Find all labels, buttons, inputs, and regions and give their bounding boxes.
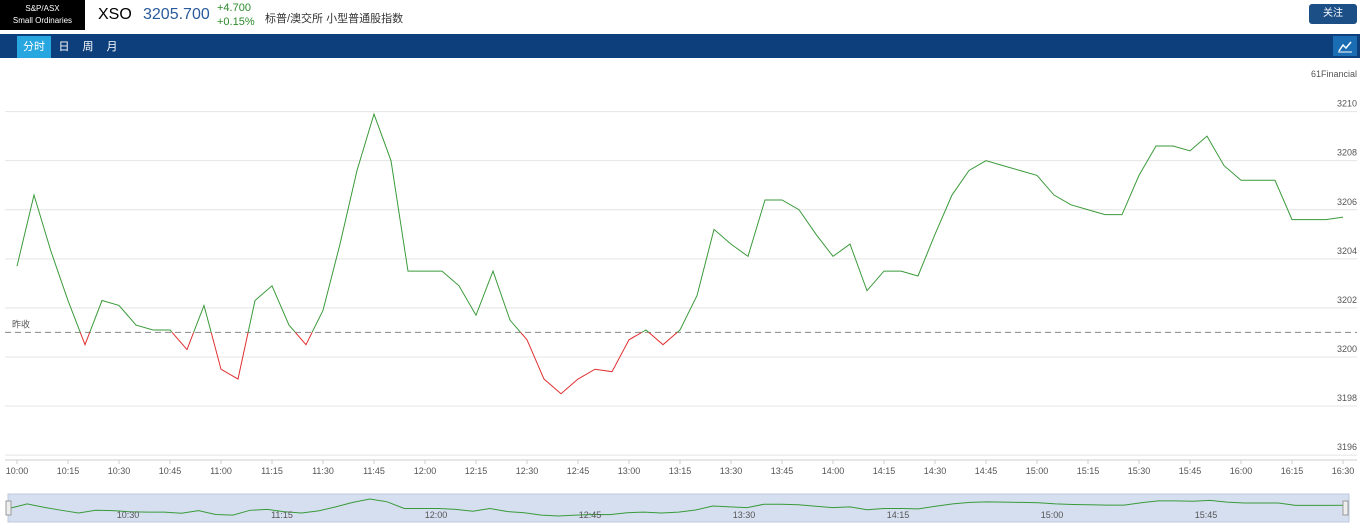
index-name: 标普/澳交所 小型普通股指数 — [265, 13, 404, 25]
x-tick-label: 10:30 — [108, 466, 131, 476]
navigator-label: 15:45 — [1195, 510, 1218, 520]
y-tick-label: 3202 — [1337, 295, 1357, 305]
follow-button[interactable]: 关注 — [1309, 4, 1357, 24]
y-tick-label: 3206 — [1337, 197, 1357, 207]
x-tick-label: 13:00 — [618, 466, 641, 476]
change-abs: +4.700 — [217, 2, 251, 14]
icon-glyph — [1338, 41, 1352, 53]
x-tick-label: 15:00 — [1026, 466, 1049, 476]
x-tick-label: 12:30 — [516, 466, 539, 476]
x-tick-label: 14:45 — [975, 466, 998, 476]
symbol: XSO — [98, 6, 132, 23]
x-tick-label: 13:45 — [771, 466, 794, 476]
navigator-handle — [5, 500, 12, 516]
x-tick-label: 11:15 — [261, 466, 283, 476]
x-tick-label: 11:45 — [363, 466, 385, 476]
x-tick-label: 15:30 — [1128, 466, 1151, 476]
x-tick-label: 15:45 — [1179, 466, 1202, 476]
tab[interactable]: 周 — [82, 41, 94, 53]
change-pct: +0.15% — [217, 16, 255, 28]
prev-close-label: 昨收 — [12, 318, 30, 329]
x-tick-label: 11:00 — [210, 466, 232, 476]
x-tick-label: 14:30 — [924, 466, 947, 476]
chart-icon[interactable] — [1333, 36, 1357, 56]
navigator-label: 10:30 — [117, 510, 140, 520]
y-tick-label: 3204 — [1337, 246, 1357, 256]
price-line-down — [79, 332, 678, 395]
price: 3205.700 — [143, 6, 210, 23]
y-tick-label: 3200 — [1337, 344, 1357, 354]
x-tick-label: 13:15 — [669, 466, 692, 476]
x-tick-label: 12:00 — [414, 466, 437, 476]
navigator-handle — [1342, 500, 1349, 516]
tab[interactable]: 日 — [58, 41, 70, 53]
x-tick-label: 16:00 — [1230, 466, 1253, 476]
navigator[interactable] — [7, 493, 1350, 523]
navigator-label: 15:00 — [1041, 510, 1064, 520]
y-tick-label: 3210 — [1337, 99, 1357, 109]
x-tick-label: 15:15 — [1077, 466, 1100, 476]
navigator-line — [9, 498, 1348, 517]
navigator-label: 14:15 — [887, 510, 910, 520]
y-tick-label: 3208 — [1337, 148, 1357, 158]
y-tick-label: 3198 — [1337, 393, 1357, 403]
chart: 61Financial 3196 3198 3200 3202 3204 3206 3208… — [5, 69, 1357, 523]
watermark: 61Financial — [1311, 69, 1357, 79]
x-tick-label: 16:30 — [1332, 466, 1355, 476]
x-tick-label: 14:00 — [822, 466, 845, 476]
tab[interactable]: 月 — [106, 41, 118, 53]
navigator-label: 13:30 — [733, 510, 756, 520]
x-tick-label: 12:15 — [465, 466, 488, 476]
logo-line: Small Ordinaries — [12, 16, 73, 25]
header: S&P/ASX Small Ordinaries XSO 3205.700 +4.… — [0, 0, 1360, 32]
x-tick-label: 13:30 — [720, 466, 743, 476]
price-line-up — [16, 112, 1344, 333]
x-tick-label: 10:15 — [57, 466, 80, 476]
y-tick-label: 3196 — [1337, 442, 1357, 452]
x-tick-label: 10:45 — [159, 466, 182, 476]
change: +4.700 +0.15% — [217, 1, 255, 29]
navigator-label: 12:45 — [579, 510, 602, 520]
x-tick-label: 14:15 — [873, 466, 896, 476]
navigator-label: 12:00 — [425, 510, 448, 520]
navigator-label: 11:15 — [271, 510, 293, 520]
x-tick-label: 12:45 — [567, 466, 590, 476]
x-tick-label: 16:15 — [1281, 466, 1304, 476]
x-tick-label: 10:00 — [6, 466, 29, 476]
logo: S&P/ASX Small Ordinaries — [0, 0, 85, 30]
tab[interactable]: 分时 — [17, 36, 51, 58]
tab-bar: 分时 日 周 月 — [0, 34, 1360, 58]
logo-line: S&P/ASX — [25, 4, 60, 13]
x-tick-label: 11:30 — [312, 466, 334, 476]
